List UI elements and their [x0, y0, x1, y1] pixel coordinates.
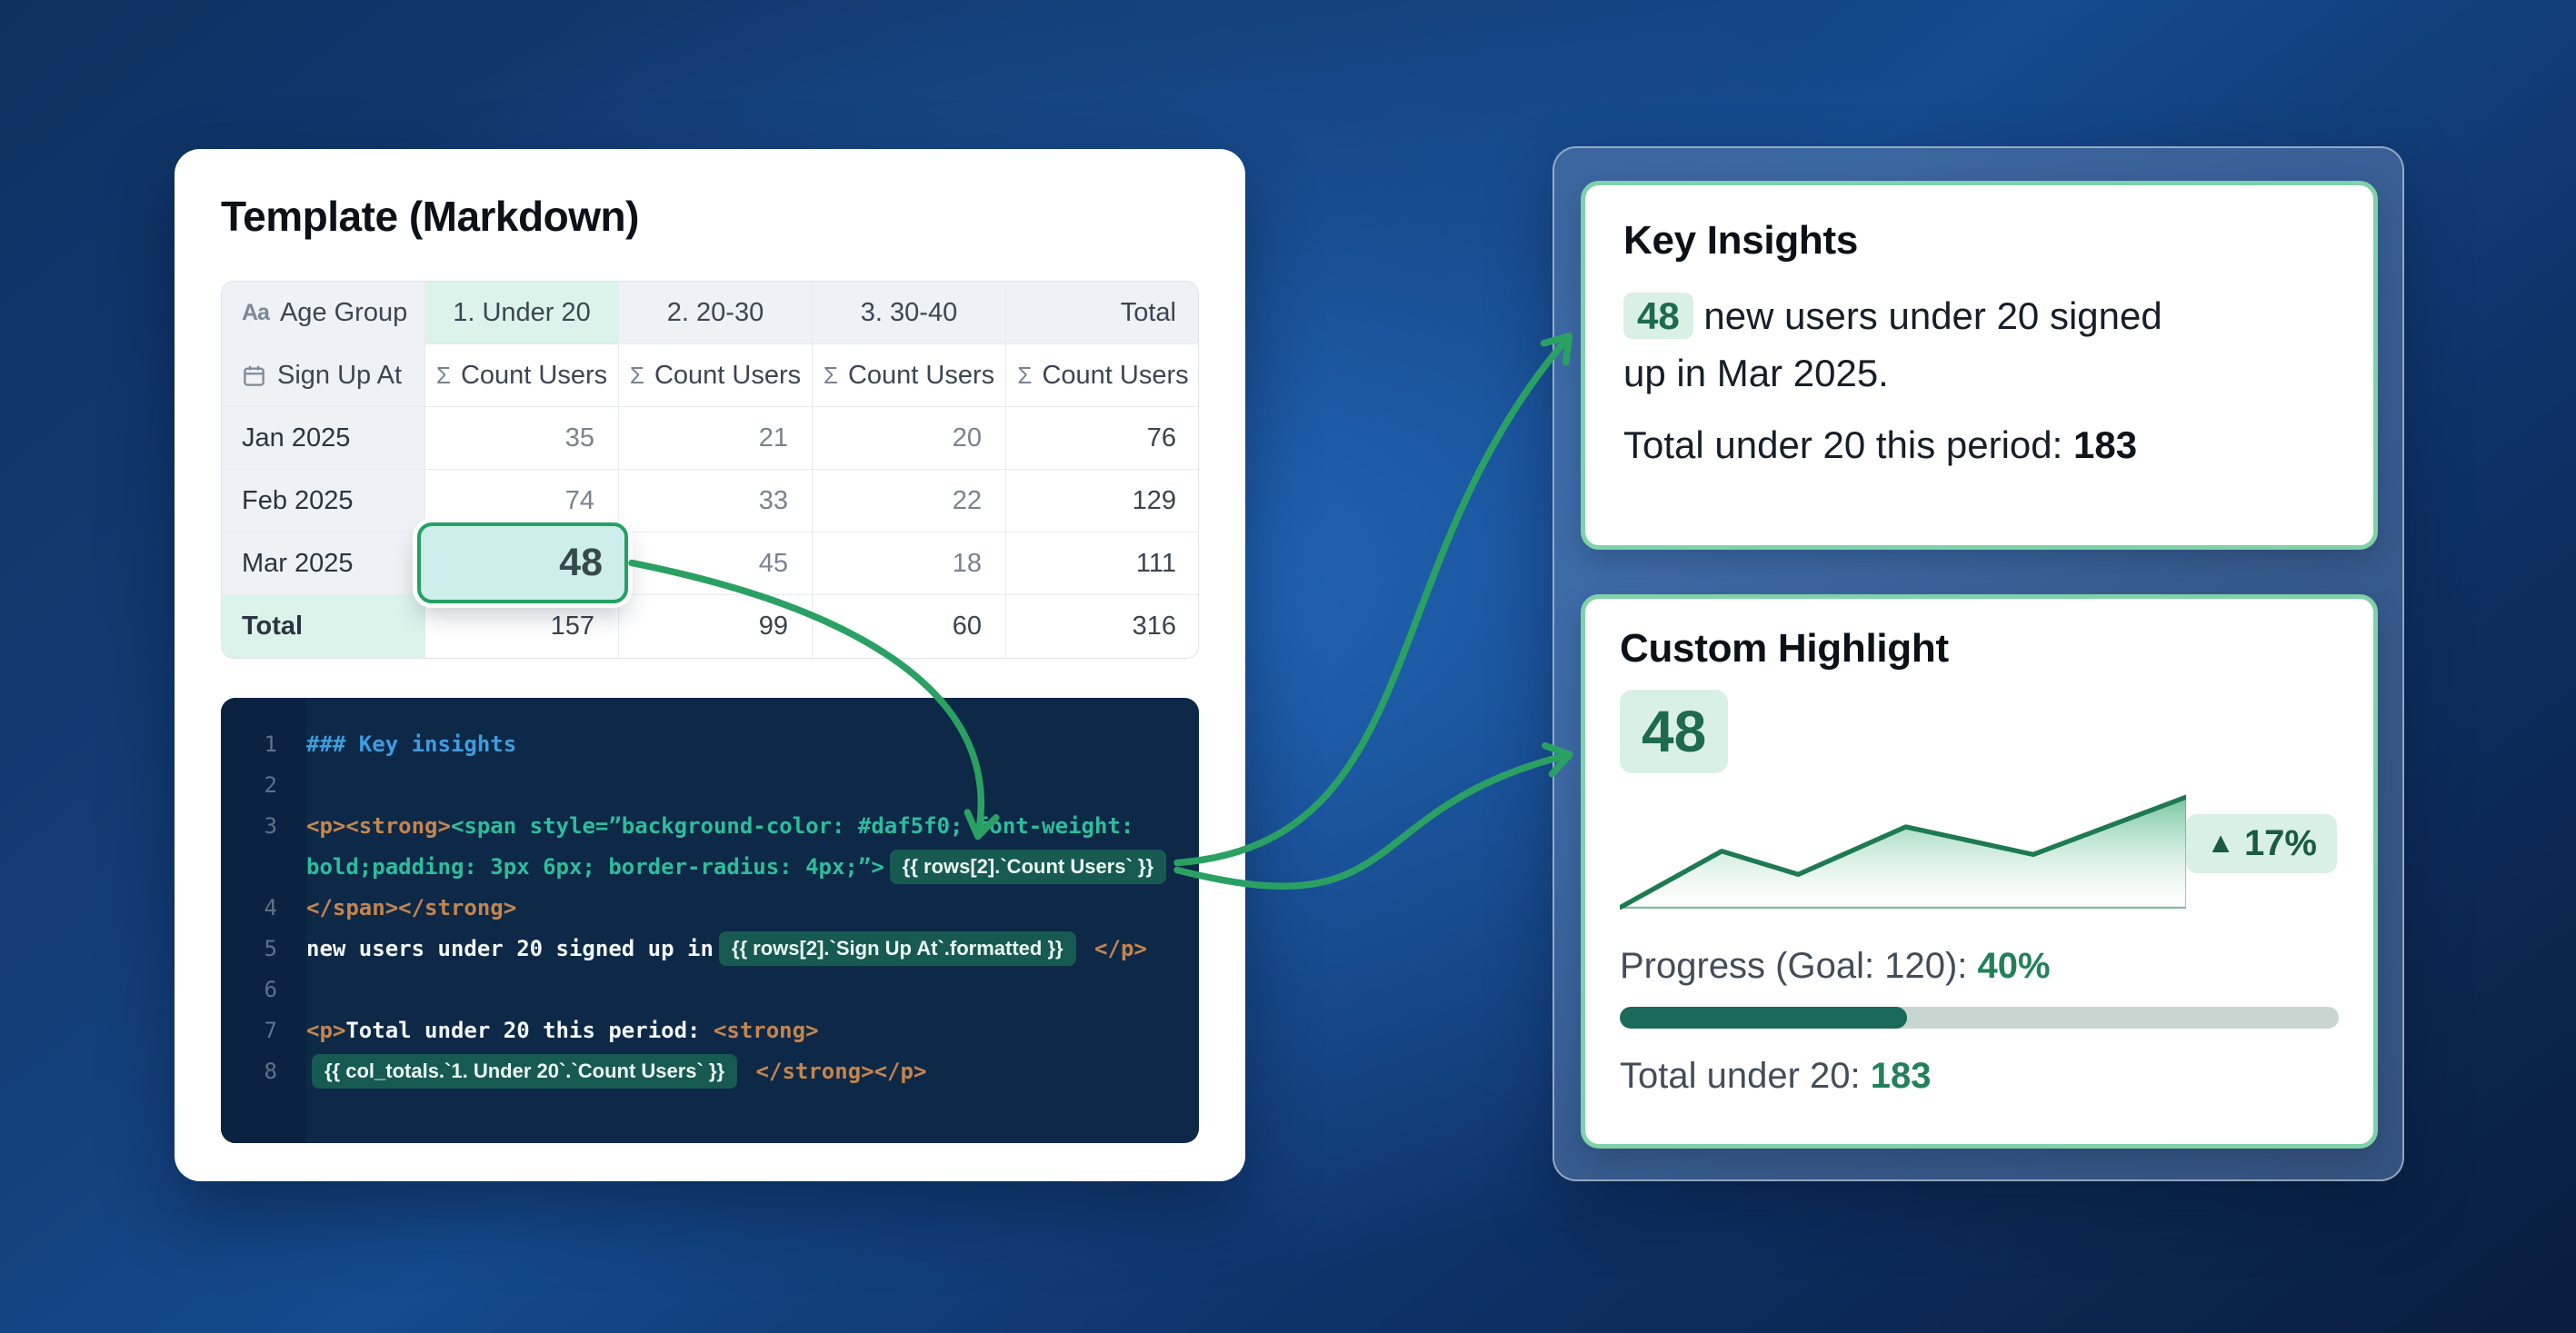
code-token: new users under 20 signed up in [306, 935, 714, 961]
code-line[interactable]: 5 new users under 20 signed up in{{ rows[… [221, 928, 1199, 969]
custom-total-value: 183 [1870, 1056, 1932, 1096]
code-token: ### Key insights [306, 731, 517, 757]
key-insights-card: Key Insights 48 new users under 20 signe… [1581, 181, 2378, 550]
line-number: 5 [264, 935, 277, 961]
code-token: <p><strong> [306, 812, 451, 839]
code-token: <p> [306, 1017, 346, 1043]
table-cell[interactable]: 45 [619, 532, 813, 595]
custom-highlight-title: Custom Highlight [1620, 626, 1949, 671]
line-number: 1 [264, 731, 277, 757]
sigma-icon: Σ [1017, 361, 1033, 389]
variable-token-pill[interactable]: {{ col_totals.`1. Under 20`.`Count Users… [312, 1053, 738, 1089]
aggregation-cell[interactable]: Σ Count Users [813, 344, 1006, 407]
code-token: </span></strong> [306, 894, 517, 920]
progress-bar-fill [1620, 1007, 1908, 1029]
column-header[interactable]: Aa Age Group [222, 282, 425, 344]
code-token: </strong></p> [743, 1058, 927, 1084]
code-token: <span style=”background-color: #daf5f0; … [450, 812, 1134, 839]
key-insights-text: 48 new users under 20 signed up in Mar 2… [1623, 293, 2162, 394]
code-line[interactable]: bold;padding: 3px 6px; border-radius: 4p… [221, 846, 1199, 887]
code-line[interactable]: 8 {{ col_totals.`1. Under 20`.`Count User… [221, 1050, 1199, 1091]
total-value: 183 [2072, 423, 2138, 466]
row-label[interactable]: Jan 2025 [222, 407, 425, 470]
code-line[interactable]: 7 <p> Total under 20 this period: <strong> [221, 1010, 1199, 1050]
line-number: 6 [264, 976, 277, 1002]
progress-value: 40% [1977, 946, 2051, 986]
pivot-table-grid: Aa Age Group 1. Under 20 2. 20-30 3. 30-40 To… [221, 281, 1199, 659]
calendar-icon [244, 365, 265, 386]
code-line[interactable]: 6 [221, 969, 1199, 1010]
highlighted-cell[interactable]: 48 [417, 522, 628, 603]
column-header[interactable]: 3. 30-40 [813, 282, 1006, 344]
total-row-label[interactable]: Total [222, 595, 425, 658]
text-type-icon: Aa [242, 299, 270, 325]
row-label[interactable]: Mar 2025 [222, 532, 425, 595]
line-number: 2 [264, 771, 277, 798]
total-cell[interactable]: 157 [425, 595, 619, 658]
code-token: </p> [1081, 935, 1147, 961]
table-cell[interactable]: 76 [1006, 407, 1198, 470]
pivot-table: Aa Age Group 1. Under 20 2. 20-30 3. 30-40 To… [221, 281, 1199, 659]
total-cell[interactable]: 316 [1132, 612, 1176, 641]
aggregation-cell[interactable]: Σ Count Users [425, 344, 619, 407]
code-token: bold;padding: 3px 6px; border-radius: 4p… [306, 853, 884, 880]
aggregation-cell[interactable]: Σ Count Users [1006, 344, 1198, 407]
sigma-icon: Σ [629, 361, 644, 389]
code-line[interactable]: 1 ### Key insights [221, 723, 1199, 764]
code-line[interactable]: 3 <p><strong> <span style=”background-colo… [221, 805, 1199, 846]
column-header[interactable]: 1. Under 20 [425, 282, 619, 344]
code-token: <strong> [713, 1017, 819, 1043]
line-number: 4 [264, 894, 277, 920]
custom-highlight-card: Custom Highlight 48 ▲ 17% [1581, 594, 2378, 1149]
big-value-chip: 48 [1620, 690, 1729, 773]
custom-total: Total under 20: 183 [1620, 1056, 1932, 1096]
row-field-header[interactable]: Sign Up At [222, 344, 425, 407]
table-cell[interactable]: 33 [619, 470, 813, 532]
code-line[interactable]: 2 [221, 764, 1199, 805]
table-cell[interactable]: 35 [425, 407, 619, 470]
key-insights-title: Key Insights [1623, 218, 1859, 263]
total-cell[interactable]: 60 [813, 595, 1006, 658]
code-token: Total under 20 this period: [345, 1017, 714, 1043]
progress-label: Progress (Goal: 120): 40% [1620, 946, 2051, 986]
delta-badge: ▲ 17% [2186, 813, 2337, 873]
total-cell[interactable]: 99 [619, 595, 813, 658]
aggregation-cell[interactable]: Σ Count Users [619, 344, 813, 407]
page-title: Template (Markdown) [221, 193, 639, 240]
key-insights-total: Total under 20 this period: 183 [1623, 423, 2138, 466]
line-number: 7 [264, 1017, 277, 1043]
row-label[interactable]: Feb 2025 [222, 470, 425, 532]
highlight-value-chip: 48 [1623, 293, 1693, 339]
sparkline-area-chart [1620, 795, 2187, 910]
up-triangle-icon: ▲ [2206, 825, 2235, 859]
preview-panel: Key Insights 48 new users under 20 signe… [1553, 146, 2404, 1181]
table-cell[interactable]: 18 [813, 532, 1006, 595]
column-header[interactable]: 2. 20-30 [619, 282, 813, 344]
progress-bar-track [1620, 1007, 2339, 1029]
sigma-icon: Σ [435, 361, 451, 389]
template-panel: Template (Markdown) Aa Age Group 1. Under … [175, 149, 1245, 1181]
line-number: 8 [264, 1058, 277, 1084]
variable-token-pill[interactable]: {{ rows[2].`Sign Up At`.formatted }} [718, 930, 1076, 966]
table-cell[interactable]: 20 [813, 407, 1006, 470]
markdown-code-editor[interactable]: 1 ### Key insights 2 3 <p><strong> <span styl… [221, 698, 1199, 1143]
variable-token-pill[interactable]: {{ rows[2].`Count Users` }} [889, 849, 1167, 884]
table-cell[interactable]: 129 [1006, 470, 1198, 532]
sigma-icon: Σ [823, 361, 838, 389]
code-line[interactable]: 4 </span></strong> [221, 887, 1199, 928]
sparkline-row: ▲ 17% [1620, 795, 2339, 910]
column-header[interactable]: Total [1006, 282, 1198, 344]
table-cell[interactable]: 111 [1006, 532, 1198, 595]
table-cell[interactable]: 22 [813, 470, 1006, 532]
table-cell[interactable]: 21 [619, 407, 813, 470]
line-number: 3 [264, 812, 277, 839]
